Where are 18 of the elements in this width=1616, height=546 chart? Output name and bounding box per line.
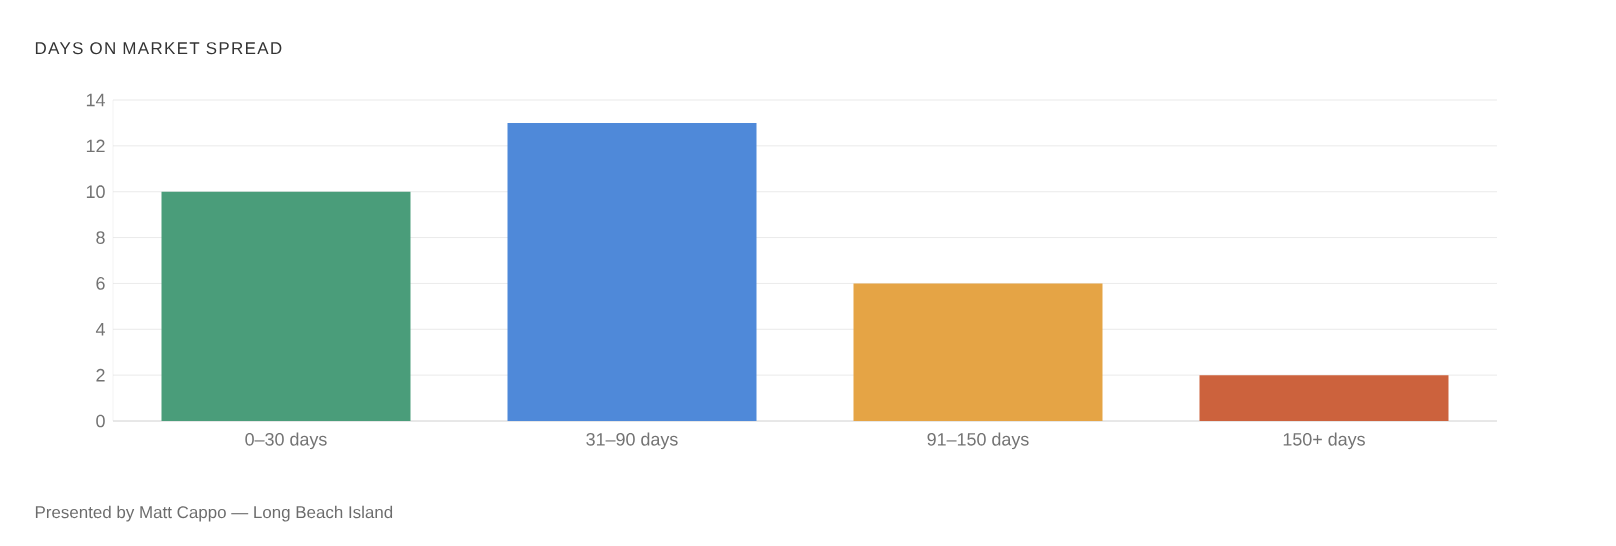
x-tick-label: 0–30 days — [245, 432, 327, 450]
chart-title: DAYS ON MARKET SPREAD — [35, 42, 282, 55]
y-tick-label: 12 — [86, 139, 105, 153]
x-tick-label: 91–150 days — [927, 432, 1029, 450]
y-tick-label: 2 — [96, 368, 105, 382]
x-tick-label: 150+ days — [1283, 432, 1365, 450]
y-tick-label: 4 — [95, 323, 105, 336]
bar — [1199, 375, 1449, 421]
y-tick-label: 10 — [86, 185, 105, 199]
y-tick-label: 6 — [96, 277, 105, 290]
x-tick-label: 31–90 days — [586, 432, 678, 450]
y-tick-label: 8 — [96, 231, 105, 244]
bar — [161, 191, 411, 421]
text: Presented by Matt Cappo — Long Beach Island — [35, 505, 393, 522]
bar — [853, 283, 1103, 421]
bar — [507, 122, 757, 421]
y-tick-label: 14 — [86, 93, 105, 107]
y-tick-label: 0 — [96, 414, 105, 428]
